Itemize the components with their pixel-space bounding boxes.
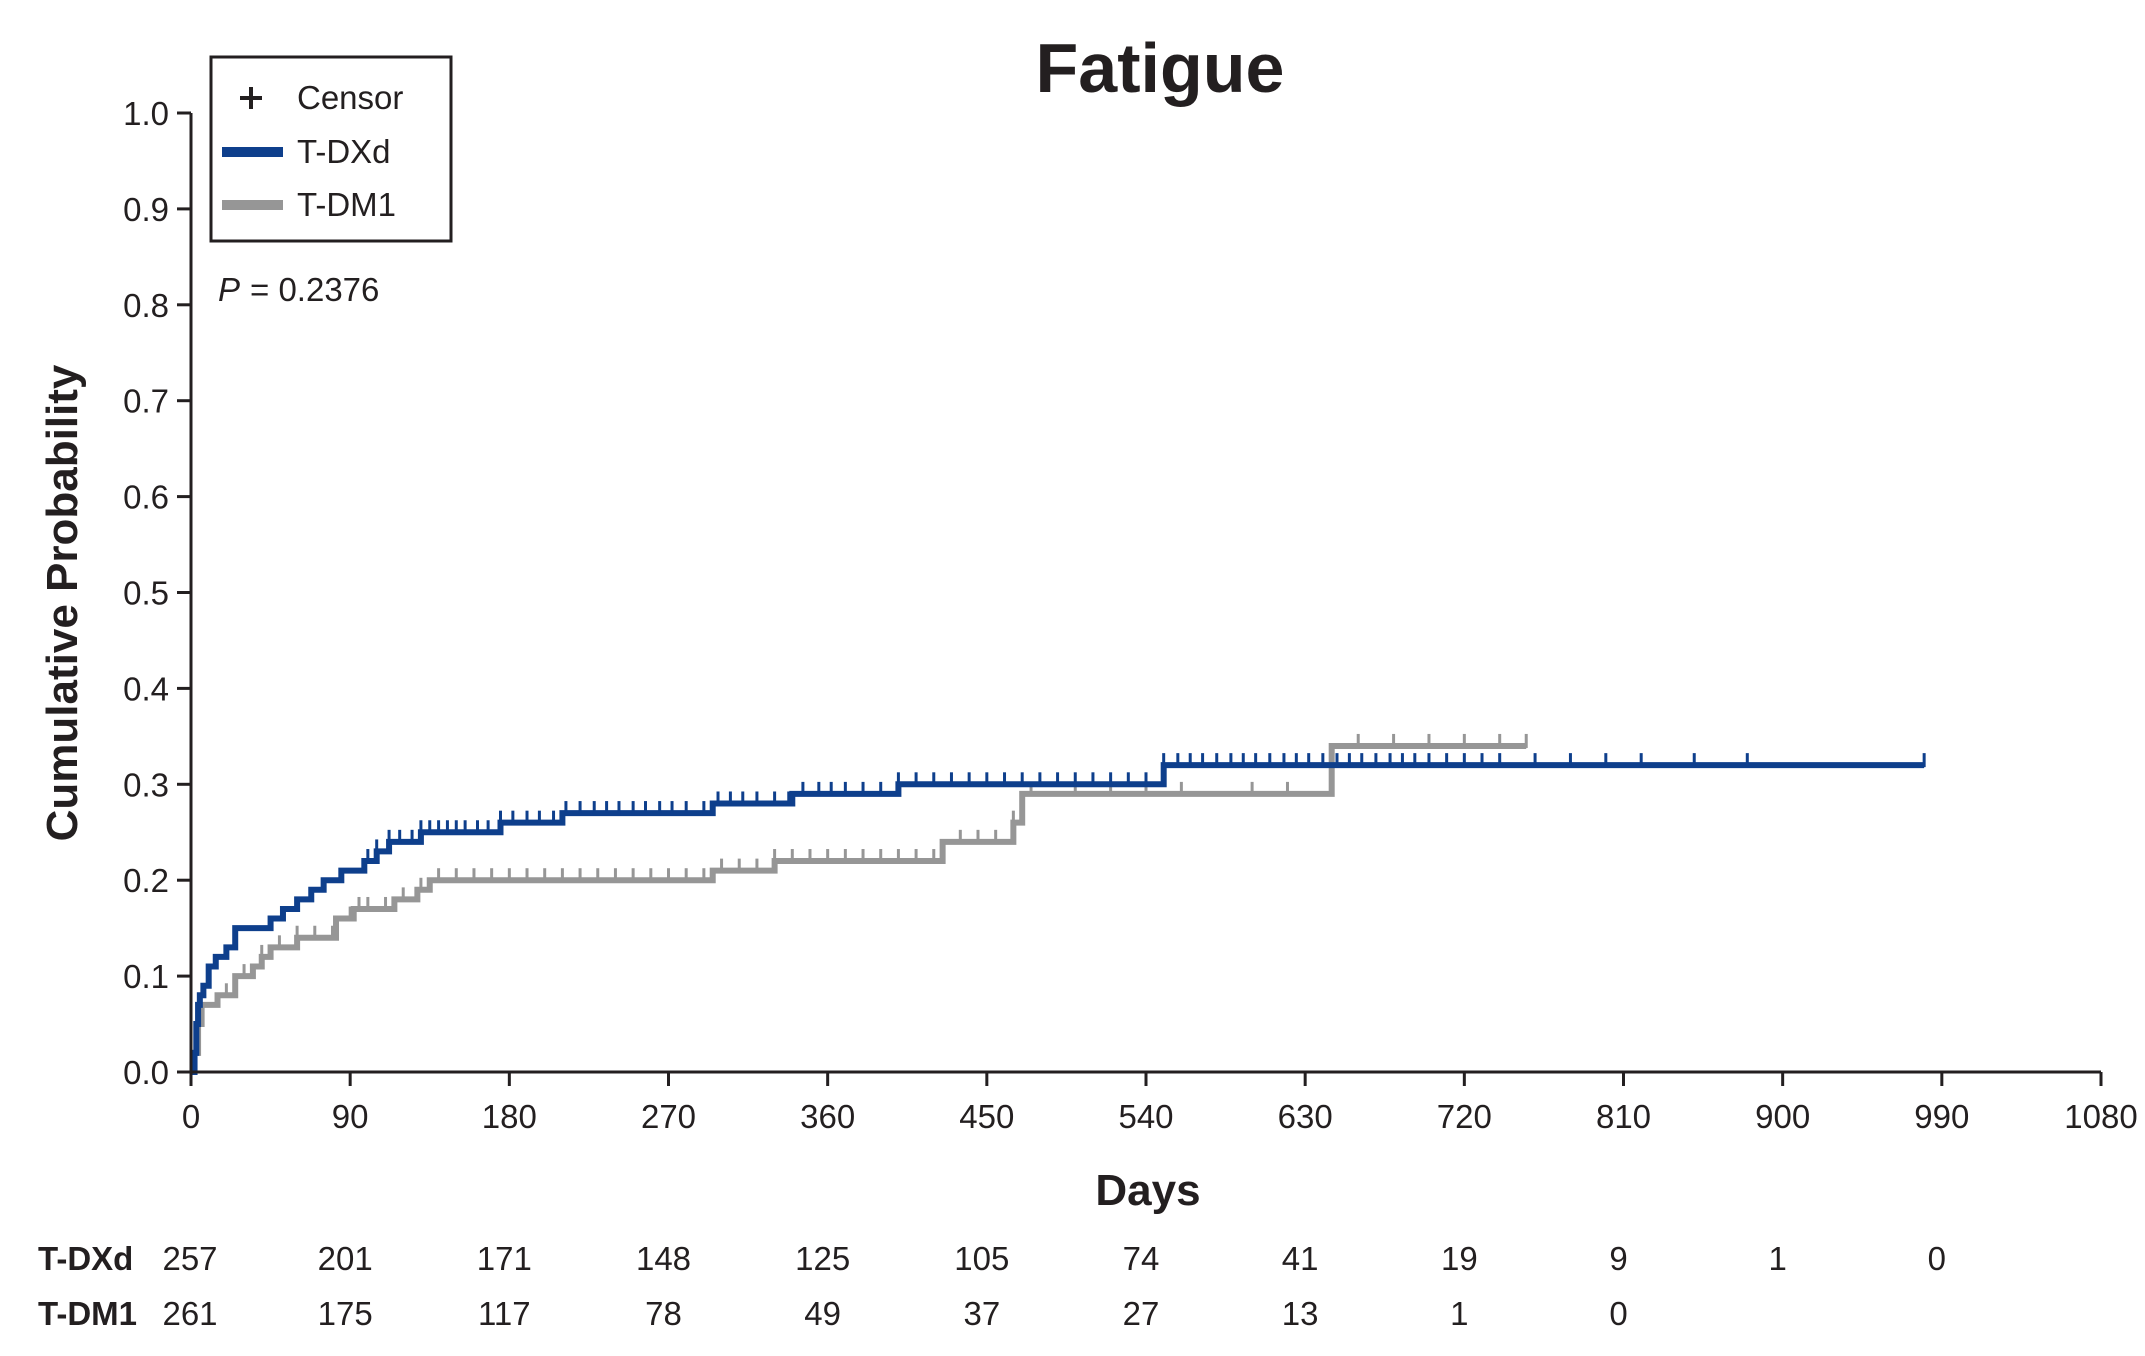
risk-count-t-dxd: 257 bbox=[162, 1240, 217, 1277]
y-tick-label: 0.9 bbox=[123, 191, 169, 228]
x-tick-label: 810 bbox=[1596, 1098, 1651, 1135]
risk-count-t-dm1: 78 bbox=[645, 1295, 682, 1332]
y-tick-label: 0.8 bbox=[123, 287, 169, 324]
p-value-annotation: P = 0.2376 bbox=[218, 271, 379, 308]
y-tick-label: 1.0 bbox=[123, 95, 169, 132]
risk-count-t-dxd: 171 bbox=[477, 1240, 532, 1277]
risk-count-t-dm1: 117 bbox=[478, 1295, 531, 1332]
risk-count-t-dm1: 27 bbox=[1123, 1295, 1160, 1332]
risk-count-t-dxd: 74 bbox=[1123, 1240, 1160, 1277]
y-tick-label: 0.2 bbox=[123, 862, 169, 899]
x-tick-label: 270 bbox=[641, 1098, 696, 1135]
axes: 0.0 0.1 0.2 0.3 0.4 0.5 0.6 0.7 0.8 0.9 1.0 0 90 180 2… bbox=[123, 95, 2138, 1135]
numbers-at-risk-table: T-DXd 257 201 171 148 125 105 74 41 19 9 1 0 T-DM1 261… bbox=[38, 1240, 1946, 1332]
x-tick-label: 900 bbox=[1755, 1098, 1810, 1135]
x-tick-label: 450 bbox=[959, 1098, 1014, 1135]
x-tick-label: 180 bbox=[482, 1098, 537, 1135]
x-tick-label: 990 bbox=[1914, 1098, 1969, 1135]
plot-area bbox=[191, 733, 1926, 1075]
risk-row-label-t-dxd: T-DXd bbox=[38, 1240, 133, 1277]
risk-count-t-dxd: 148 bbox=[636, 1240, 691, 1277]
legend: Censor T-DXd T-DM1 bbox=[209, 55, 453, 243]
legend-label-t-dm1: T-DM1 bbox=[297, 186, 396, 223]
legend-label-t-dxd: T-DXd bbox=[297, 133, 391, 170]
y-tick-label: 0.5 bbox=[123, 575, 169, 612]
risk-count-t-dxd: 41 bbox=[1282, 1240, 1319, 1277]
series-line-t-dxd bbox=[191, 762, 1925, 1075]
x-tick-label: 0 bbox=[182, 1098, 200, 1135]
p-value-symbol: P bbox=[218, 271, 240, 308]
x-tick-label: 1080 bbox=[2064, 1098, 2137, 1135]
risk-count-t-dxd: 1 bbox=[1768, 1240, 1786, 1277]
risk-count-t-dm1: 49 bbox=[804, 1295, 841, 1332]
y-tick-label: 0.1 bbox=[123, 958, 169, 995]
risk-count-t-dxd: 105 bbox=[954, 1240, 1009, 1277]
y-tick-label: 0.4 bbox=[123, 670, 169, 707]
risk-count-t-dxd: 0 bbox=[1928, 1240, 1946, 1277]
x-tick-label: 540 bbox=[1118, 1098, 1173, 1135]
risk-count-t-dm1: 0 bbox=[1609, 1295, 1627, 1332]
x-tick-label: 360 bbox=[800, 1098, 855, 1135]
risk-row-label-t-dm1: T-DM1 bbox=[38, 1295, 137, 1332]
chart-title: Fatigue bbox=[1036, 29, 1285, 107]
y-tick-label: 0.3 bbox=[123, 766, 169, 803]
x-axis-title: Days bbox=[1095, 1166, 1200, 1215]
legend-censor-marker bbox=[240, 87, 262, 109]
risk-count-t-dm1: 261 bbox=[162, 1295, 217, 1332]
y-tick-label: 0.7 bbox=[123, 383, 169, 420]
p-value-text: = 0.2376 bbox=[250, 271, 379, 308]
y-tick-label: 0.0 bbox=[123, 1054, 169, 1091]
series-line-t-dm1 bbox=[191, 742, 1527, 1075]
risk-count-t-dxd: 125 bbox=[795, 1240, 850, 1277]
x-tick-label: 630 bbox=[1278, 1098, 1333, 1135]
risk-count-t-dm1: 37 bbox=[963, 1295, 1000, 1332]
risk-count-t-dm1: 1 bbox=[1450, 1295, 1468, 1332]
y-axis-title: Cumulative Probability bbox=[38, 364, 87, 841]
legend-label-censor: Censor bbox=[297, 79, 403, 116]
risk-count-t-dm1: 175 bbox=[318, 1295, 373, 1332]
risk-count-t-dxd: 201 bbox=[318, 1240, 373, 1277]
risk-count-t-dxd: 19 bbox=[1441, 1240, 1478, 1277]
risk-count-t-dxd: 9 bbox=[1609, 1240, 1627, 1277]
risk-count-t-dm1: 13 bbox=[1282, 1295, 1319, 1332]
y-tick-label: 0.6 bbox=[123, 479, 169, 516]
x-tick-label: 720 bbox=[1437, 1098, 1492, 1135]
x-tick-label: 90 bbox=[332, 1098, 369, 1135]
